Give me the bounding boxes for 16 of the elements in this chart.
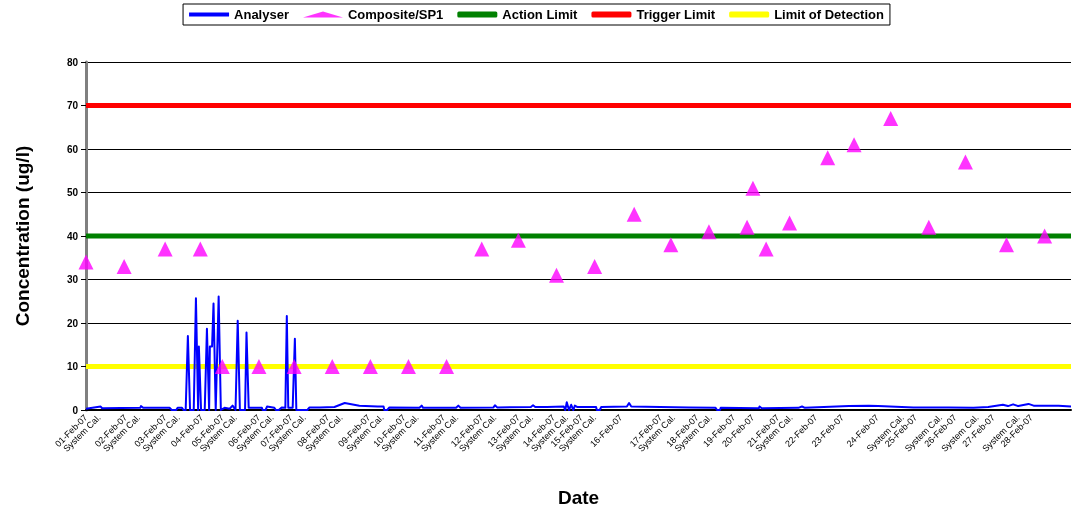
- y-tick-label: 10: [66, 361, 79, 372]
- y-axis-title: Concentration (ug/l): [12, 145, 33, 327]
- y-tick-label: 30: [66, 274, 79, 285]
- y-tick-label: 40: [66, 230, 79, 242]
- legend-label: Composite/SP1: [347, 7, 444, 22]
- y-tick-label: 80: [66, 56, 79, 68]
- legend-label: Analyser: [234, 7, 289, 22]
- legend-label: Trigger Limit: [636, 7, 716, 22]
- y-tick-label: 50: [66, 187, 79, 198]
- legend-label: Limit of Detection: [774, 7, 884, 22]
- x-axis-title: Date: [557, 487, 600, 508]
- y-tick-label: 70: [66, 100, 79, 111]
- y-tick-label: 20: [66, 317, 79, 329]
- legend-label: Action Limit: [502, 7, 579, 22]
- y-tick-label: 0: [72, 404, 79, 416]
- y-tick-label: 60: [66, 143, 79, 155]
